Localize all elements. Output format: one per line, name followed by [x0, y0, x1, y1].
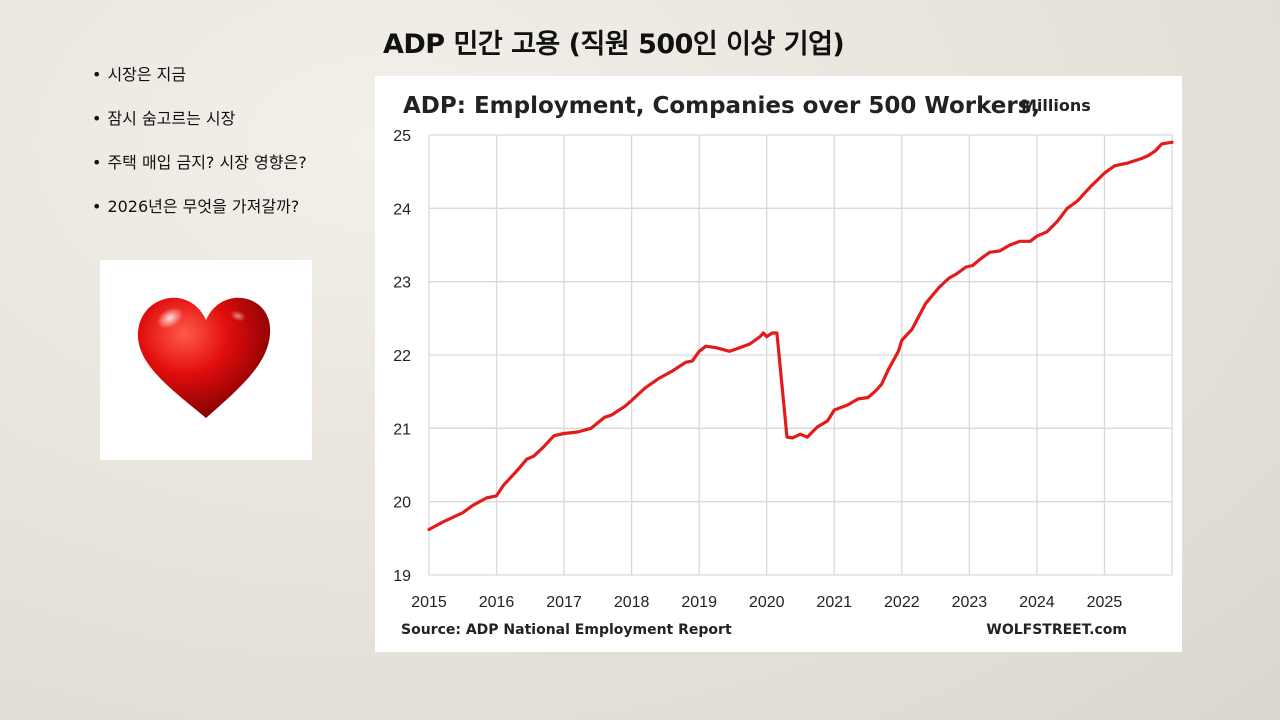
y-tick-label: 20 [393, 495, 411, 512]
bullet-text: 주택 매입 금지? 시장 영향은? [107, 153, 306, 172]
y-tick-label: 21 [393, 421, 411, 438]
bullet-list: • 시장은 지금 • 잠시 숨고르는 시장 • 주택 매입 금지? 시장 영향은? •… [92, 64, 307, 240]
bullet-item: • 시장은 지금 [92, 64, 307, 86]
bullet-symbol: • [92, 152, 101, 174]
chart-title: ADP: Employment, Companies over 500 Work… [403, 93, 1040, 119]
x-tick-label: 2021 [816, 594, 852, 611]
bullet-item: • 2026년은 무엇을 가져갈까? [92, 196, 307, 218]
chart-subtitle: Millions [1021, 96, 1091, 115]
x-tick-label: 2016 [479, 594, 515, 611]
y-tick-label: 22 [393, 348, 411, 365]
x-tick-label: 2017 [546, 594, 582, 611]
x-tick-label: 2024 [1019, 594, 1055, 611]
bullet-symbol: • [92, 108, 101, 130]
x-tick-label: 2020 [749, 594, 785, 611]
bullet-symbol: • [92, 196, 101, 218]
bullet-text: 2026년은 무엇을 가져갈까? [107, 197, 299, 216]
x-tick-label: 2022 [884, 594, 920, 611]
y-tick-label: 25 [393, 128, 411, 145]
chart-source: Source: ADP National Employment Report [401, 622, 732, 638]
employment-line-chart: ADP: Employment, Companies over 500 Work… [375, 76, 1182, 652]
heart-image [100, 260, 312, 460]
x-tick-label: 2019 [681, 594, 717, 611]
x-tick-label: 2025 [1087, 594, 1123, 611]
bullet-item: • 주택 매입 금지? 시장 영향은? [92, 152, 307, 174]
slide-title: ADP 민간 고용 (직원 500인 이상 기업) [383, 22, 844, 61]
x-tick-label: 2018 [614, 594, 650, 611]
heart-icon [100, 260, 312, 460]
bullet-symbol: • [92, 64, 101, 86]
bullet-text: 시장은 지금 [107, 65, 186, 84]
chart-panel: ADP: Employment, Companies over 500 Work… [375, 76, 1182, 652]
chart-watermark: WOLFSTREET.com [986, 622, 1127, 638]
employment-series-line [429, 142, 1172, 529]
y-tick-label: 24 [393, 201, 411, 218]
y-tick-label: 19 [393, 568, 411, 585]
x-tick-label: 2023 [952, 594, 988, 611]
bullet-text: 잠시 숨고르는 시장 [107, 109, 235, 128]
chart-series [429, 142, 1172, 529]
x-tick-label: 2015 [411, 594, 447, 611]
chart-grid [429, 135, 1172, 575]
bullet-item: • 잠시 숨고르는 시장 [92, 108, 307, 130]
y-tick-label: 23 [393, 275, 411, 292]
